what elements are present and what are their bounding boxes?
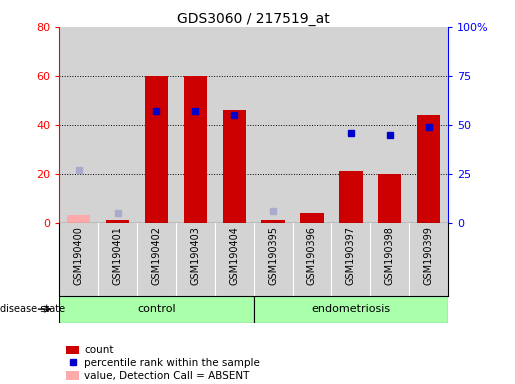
Bar: [370, 27, 409, 223]
Bar: [378, 174, 401, 223]
Text: GSM190400: GSM190400: [74, 227, 83, 285]
Text: GSM190398: GSM190398: [385, 227, 394, 285]
Text: GSM190397: GSM190397: [346, 227, 356, 285]
Title: GDS3060 / 217519_at: GDS3060 / 217519_at: [177, 12, 330, 26]
Bar: [67, 215, 90, 223]
Bar: [253, 27, 293, 223]
Bar: [339, 171, 363, 223]
Bar: [293, 27, 332, 223]
Bar: [215, 27, 253, 223]
Bar: [409, 27, 448, 223]
Text: GSM190399: GSM190399: [424, 227, 434, 285]
Bar: [184, 76, 207, 223]
Bar: [222, 110, 246, 223]
Bar: [106, 220, 129, 223]
Text: GSM190404: GSM190404: [229, 227, 239, 285]
Text: GSM190403: GSM190403: [191, 227, 200, 285]
Text: GSM190396: GSM190396: [307, 227, 317, 285]
Text: GSM190395: GSM190395: [268, 227, 278, 285]
Bar: [253, 296, 448, 323]
Text: disease state: disease state: [0, 304, 65, 314]
Text: GSM190402: GSM190402: [151, 227, 161, 285]
Legend: rank, Detection Call = ABSENT: rank, Detection Call = ABSENT: [62, 380, 249, 384]
Text: GSM190401: GSM190401: [113, 227, 123, 285]
Bar: [176, 27, 215, 223]
Bar: [417, 115, 440, 223]
Bar: [145, 76, 168, 223]
Text: control: control: [137, 304, 176, 314]
Bar: [137, 27, 176, 223]
Bar: [59, 296, 253, 323]
Bar: [300, 213, 323, 223]
Bar: [59, 27, 98, 223]
Bar: [262, 220, 285, 223]
Bar: [331, 27, 370, 223]
Bar: [98, 27, 137, 223]
Text: endometriosis: endometriosis: [311, 304, 390, 314]
